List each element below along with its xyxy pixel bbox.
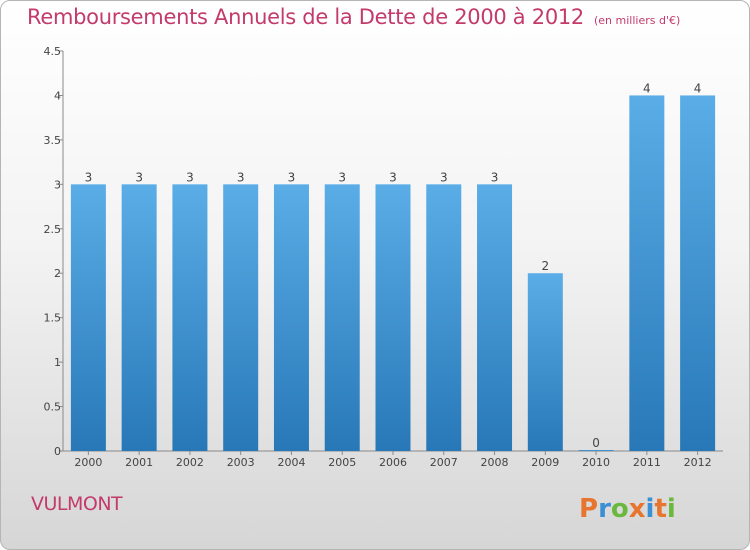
bar-2004 (273, 184, 309, 452)
x-tick-label: 2008 (481, 456, 509, 469)
x-tick-label: 2000 (74, 456, 102, 469)
chart-bars (70, 95, 716, 452)
data-label: 3 (389, 170, 397, 184)
chart-subtitle: (en milliers d'€) (594, 14, 681, 27)
data-label: 3 (186, 170, 194, 184)
bar-2010 (578, 450, 614, 451)
data-label: 3 (338, 170, 346, 184)
data-label: 3 (237, 170, 245, 184)
bar-2012 (680, 95, 716, 451)
data-label: 3 (491, 170, 499, 184)
logo-letter: o (611, 494, 629, 524)
data-label: 3 (85, 170, 93, 184)
y-tick-label: 0 (54, 445, 61, 458)
bar-2008 (477, 184, 513, 452)
bar-2007 (426, 184, 462, 452)
bar-2009 (527, 273, 563, 451)
proxiti-logo: Proxiti (579, 494, 676, 524)
bar-2000 (70, 184, 106, 452)
x-tick-label: 2006 (379, 456, 407, 469)
bar-2005 (324, 184, 360, 452)
y-tick-label: 1 (54, 356, 61, 369)
data-label: 3 (135, 170, 143, 184)
x-tick-label: 2005 (328, 456, 356, 469)
x-tick-label: 2011 (633, 456, 661, 469)
chart-title: Remboursements Annuels de la Dette de 20… (27, 5, 584, 29)
logo-letter: r (598, 494, 611, 524)
bar-2001 (121, 184, 157, 452)
y-tick-label: 4.5 (44, 45, 62, 58)
data-label: 3 (288, 170, 296, 184)
location-name: VULMONT (31, 493, 123, 515)
x-tick-label: 2012 (684, 456, 712, 469)
chart-title-block: Remboursements Annuels de la Dette de 20… (27, 5, 680, 29)
y-tick-label: 1.5 (44, 312, 62, 325)
x-tick-label: 2007 (430, 456, 458, 469)
data-label: 0 (592, 436, 600, 450)
logo-letter: x (629, 494, 646, 524)
logo-letter: i (646, 494, 655, 524)
bar-2002 (172, 184, 208, 452)
bar-2003 (223, 184, 259, 452)
x-tick-label: 2003 (227, 456, 255, 469)
y-tick-label: 3.5 (44, 134, 62, 147)
y-tick-label: 0.5 (44, 401, 62, 414)
y-tick-label: 4 (54, 89, 61, 102)
bar-2006 (375, 184, 411, 452)
data-label: 4 (694, 81, 702, 95)
logo-letter: P (579, 494, 598, 524)
y-tick-label: 2 (54, 267, 61, 280)
logo-letter: t (654, 494, 666, 524)
x-tick-label: 2002 (176, 456, 204, 469)
bar-2011 (629, 95, 665, 451)
x-tick-label: 2004 (277, 456, 305, 469)
y-tick-label: 2.5 (44, 223, 62, 236)
data-label: 2 (541, 259, 549, 273)
x-tick-label: 2001 (125, 456, 153, 469)
x-tick-label: 2010 (582, 456, 610, 469)
chart-labels: 2000 3 2001 3 2002 3 2003 3 2004 3 2005 3 2006 3 2007 3… (74, 81, 711, 469)
data-label: 3 (440, 170, 448, 184)
data-label: 4 (643, 81, 651, 95)
svg-text:Proxiti: Proxiti (579, 494, 676, 524)
y-tick-label: 3 (54, 178, 61, 191)
x-tick-label: 2009 (531, 456, 559, 469)
logo-letter: i (667, 494, 676, 524)
